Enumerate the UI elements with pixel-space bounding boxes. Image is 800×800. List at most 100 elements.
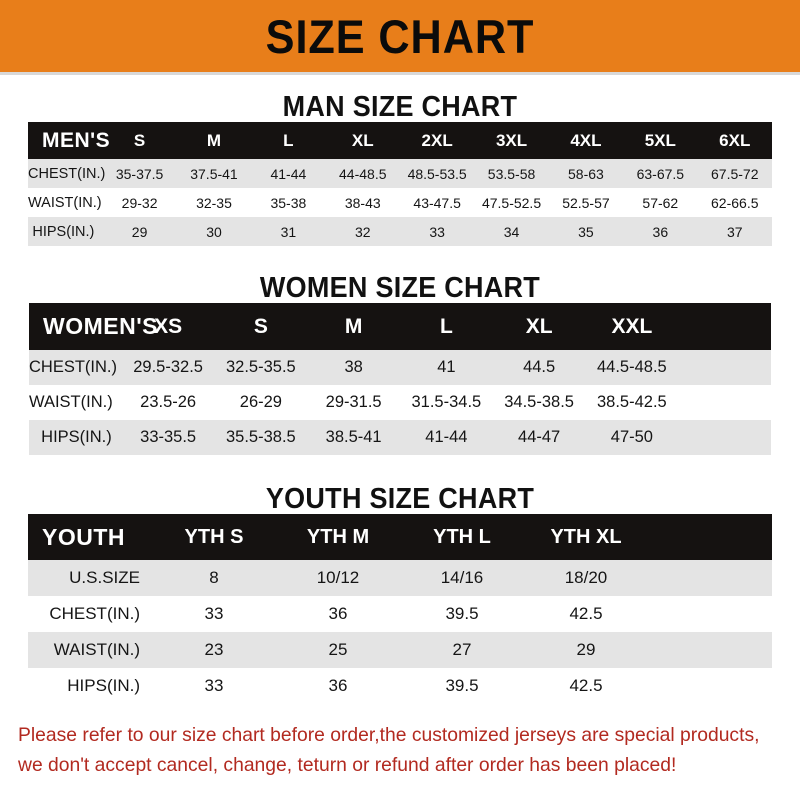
row-label: WAIST(IN.) bbox=[29, 393, 113, 411]
table-row: CHEST(IN.) 33 36 39.5 42.5 bbox=[28, 596, 772, 632]
man-table-body: CHEST(IN.) 35-37.5 37.5-41 41-44 44-48.5 48.5… bbox=[28, 159, 772, 246]
empty-cell bbox=[678, 350, 771, 385]
measurement-cell: 36 bbox=[328, 604, 348, 623]
table-row: U.S.SIZE 8 10/12 14/16 18/20 bbox=[28, 560, 772, 596]
table-wrap-women: WOMEN'S XS S M L XL XXL CHEST(IN.) 29.5-32.5 32.… bbox=[29, 303, 771, 455]
row-label: HIPS(IN.) bbox=[32, 223, 95, 240]
measurement-cell: 38.5-42.5 bbox=[597, 393, 667, 411]
size-column-header: S bbox=[133, 130, 146, 150]
section-man: MAN SIZE CHART MEN'S S M L XL 2XL 3XL 4XL 5XL 6XL… bbox=[0, 75, 800, 246]
measurement-cell: 35-37.5 bbox=[115, 165, 164, 182]
measurement-cell: 52.5-57 bbox=[562, 194, 610, 211]
size-column-header: XXL bbox=[611, 314, 653, 338]
measurement-cell: 47.5-52.5 bbox=[481, 194, 542, 211]
women-table-body: CHEST(IN.) 29.5-32.5 32.5-35.5 38 41 44.5 44.5… bbox=[29, 350, 771, 455]
size-column-header: 3XL bbox=[495, 130, 528, 150]
measurement-cell: 41 bbox=[437, 358, 456, 376]
measurement-cell: 37.5-41 bbox=[190, 165, 238, 182]
table-corner-label: WOMEN'S bbox=[43, 313, 159, 339]
measurement-cell: 41-44 bbox=[270, 165, 307, 182]
size-column-header: YTH L bbox=[433, 525, 491, 548]
row-label: CHEST(IN.) bbox=[28, 165, 106, 182]
size-column-header: 6XL bbox=[719, 130, 751, 150]
table-row: HIPS(IN.) 29 30 31 32 33 34 35 36 37 bbox=[28, 217, 772, 246]
women-size-table: WOMEN'S XS S M L XL XXL CHEST(IN.) 29.5-32.5 32.… bbox=[29, 303, 771, 455]
size-column-header: M bbox=[206, 130, 222, 150]
measurement-cell: 44.5 bbox=[523, 358, 556, 376]
measurement-cell: 33 bbox=[429, 223, 445, 240]
man-size-table: MEN'S S M L XL 2XL 3XL 4XL 5XL 6XL CHEST(IN.) 35-3… bbox=[28, 122, 772, 246]
measurement-cell: 32-35 bbox=[196, 194, 232, 211]
measurement-cell: 33-35.5 bbox=[140, 428, 197, 446]
empty-column-header bbox=[678, 303, 771, 350]
measurement-cell: 42.5 bbox=[569, 604, 603, 623]
measurement-cell: 41-44 bbox=[425, 428, 468, 446]
measurement-cell: 47-50 bbox=[610, 428, 653, 446]
size-column-header: L bbox=[439, 314, 453, 338]
measurement-cell: 29 bbox=[576, 640, 596, 659]
row-label: HIPS(IN.) bbox=[67, 676, 140, 695]
row-label: CHEST(IN.) bbox=[49, 604, 140, 623]
table-row: CHEST(IN.) 35-37.5 37.5-41 41-44 44-48.5 48.5… bbox=[28, 159, 772, 188]
youth-table-body: U.S.SIZE 8 10/12 14/16 18/20 CHEST(IN.) 33 36 39… bbox=[28, 560, 772, 704]
size-column-header: 4XL bbox=[570, 130, 602, 150]
size-column-header: XL bbox=[351, 130, 374, 150]
measurement-cell: 36 bbox=[652, 223, 669, 240]
table-row: WAIST(IN.) 29-32 32-35 35-38 38-43 43-47.5 47.… bbox=[28, 188, 772, 217]
row-label: WAIST(IN.) bbox=[53, 640, 140, 659]
row-label: WAIST(IN.) bbox=[28, 194, 102, 211]
measurement-cell: 31 bbox=[280, 223, 297, 240]
measurement-cell: 34 bbox=[503, 223, 520, 240]
empty-cell bbox=[648, 560, 772, 596]
measurement-cell: 35-38 bbox=[270, 194, 307, 211]
measurement-cell: 29-31.5 bbox=[325, 393, 382, 411]
measurement-cell: 44-48.5 bbox=[339, 165, 387, 182]
measurement-cell: 33 bbox=[204, 604, 224, 623]
measurement-cell: 31.5-34.5 bbox=[411, 393, 482, 411]
measurement-cell: 67.5-72 bbox=[711, 165, 759, 182]
measurement-cell: 29.5-32.5 bbox=[133, 358, 203, 376]
table-corner-label: MEN'S bbox=[42, 128, 111, 152]
empty-cell bbox=[648, 596, 772, 632]
measurement-cell: 27 bbox=[452, 640, 472, 659]
size-column-header: 5XL bbox=[644, 130, 676, 150]
youth-size-table: YOUTH YTH S YTH M YTH L YTH XL U.S.SIZE 8 10/1… bbox=[28, 514, 772, 704]
measurement-cell: 8 bbox=[209, 568, 219, 587]
row-label: U.S.SIZE bbox=[69, 568, 140, 587]
measurement-cell: 63-67.5 bbox=[636, 165, 685, 182]
measurement-cell: 29-32 bbox=[121, 194, 158, 211]
empty-cell bbox=[678, 385, 771, 420]
measurement-cell: 36 bbox=[328, 676, 348, 695]
row-label: CHEST(IN.) bbox=[29, 358, 117, 376]
measurement-cell: 48.5-53.5 bbox=[407, 165, 467, 182]
row-label: HIPS(IN.) bbox=[41, 428, 112, 446]
table-corner-label: YOUTH bbox=[42, 523, 125, 550]
size-column-header: YTH M bbox=[306, 525, 370, 548]
measurement-cell: 62-66.5 bbox=[711, 194, 759, 211]
measurement-cell: 29 bbox=[131, 223, 148, 240]
section-youth: YOUTH SIZE CHART YOUTH YTH S YTH M YTH L YTH… bbox=[0, 455, 800, 704]
section-women: WOMEN SIZE CHART WOMEN'S XS S M L XL XXL CHEST… bbox=[0, 246, 800, 455]
measurement-cell: 32.5-35.5 bbox=[226, 358, 296, 376]
table-row: WAIST(IN.) 23 25 27 29 bbox=[28, 632, 772, 668]
table-row: WAIST(IN.) 23.5-26 26-29 29-31.5 31.5-34.5 34… bbox=[29, 385, 771, 420]
size-column-header: S bbox=[253, 314, 268, 338]
footer-disclaimer: Please refer to our size chart before or… bbox=[0, 720, 800, 780]
table-row: HIPS(IN.) 33-35.5 35.5-38.5 38.5-41 41-44 44-… bbox=[29, 420, 771, 455]
size-column-header: YTH S bbox=[184, 525, 244, 548]
empty-cell bbox=[648, 668, 772, 704]
measurement-cell: 10/12 bbox=[316, 568, 360, 587]
measurement-cell: 43-47.5 bbox=[413, 194, 461, 211]
measurement-cell: 34.5-38.5 bbox=[504, 393, 574, 411]
table-wrap-man: MEN'S S M L XL 2XL 3XL 4XL 5XL 6XL CHEST(IN.) 35-3… bbox=[28, 122, 772, 246]
measurement-cell: 26-29 bbox=[239, 393, 282, 411]
section-title-youth: YOUTH SIZE CHART bbox=[265, 483, 535, 515]
page-title: SIZE CHART bbox=[265, 9, 535, 63]
measurement-cell: 39.5 bbox=[445, 604, 479, 623]
measurement-cell: 25 bbox=[328, 640, 348, 659]
table-row: CHEST(IN.) 29.5-32.5 32.5-35.5 38 41 44.5 44.5… bbox=[29, 350, 771, 385]
measurement-cell: 30 bbox=[206, 223, 222, 240]
measurement-cell: 38.5-41 bbox=[325, 428, 382, 446]
page-banner: SIZE CHART bbox=[0, 0, 800, 72]
